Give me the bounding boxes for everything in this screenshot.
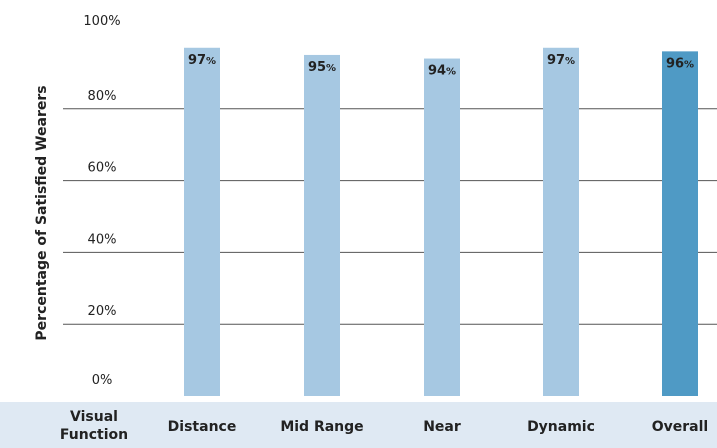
category-header-line1: Visual	[70, 409, 118, 425]
category-label-near: Near	[423, 419, 461, 435]
category-label-mid-range: Mid Range	[280, 419, 363, 435]
value-label-distance: 97%	[188, 53, 216, 68]
y-tick-label: 60%	[88, 161, 117, 176]
bar-mid-range	[304, 54, 340, 396]
x-axis-categories: Visual Function Distance Mid Range Near Dyn…	[60, 409, 708, 443]
y-tick-label: 0%	[92, 373, 113, 388]
y-axis-ticks: 0% 20% 40% 60% 80% 100%	[83, 14, 120, 388]
y-tick-label: 40%	[88, 232, 117, 247]
y-axis-label: Percentage of Satisfied Wearers	[34, 85, 50, 340]
category-header-line2: Function	[60, 427, 128, 443]
gridlines	[63, 108, 717, 325]
y-tick-label: 20%	[88, 304, 117, 319]
value-label-dynamic: 97%	[547, 53, 575, 68]
bar-overall	[662, 51, 698, 397]
bar-distance	[184, 47, 220, 397]
bars	[184, 47, 698, 397]
bar-near	[424, 58, 460, 396]
value-label-overall: 96%	[666, 56, 694, 71]
category-label-overall: Overall	[652, 419, 708, 435]
bar-dynamic	[543, 47, 579, 397]
value-label-mid-range: 95%	[308, 60, 336, 75]
category-label-distance: Distance	[168, 419, 237, 435]
y-tick-label: 100%	[83, 14, 120, 29]
category-label-dynamic: Dynamic	[527, 419, 595, 435]
category-band	[0, 402, 717, 448]
y-tick-label: 80%	[88, 89, 117, 104]
value-labels: 97% 95% 94% 97% 96%	[188, 53, 694, 79]
value-label-near: 94%	[428, 64, 456, 79]
